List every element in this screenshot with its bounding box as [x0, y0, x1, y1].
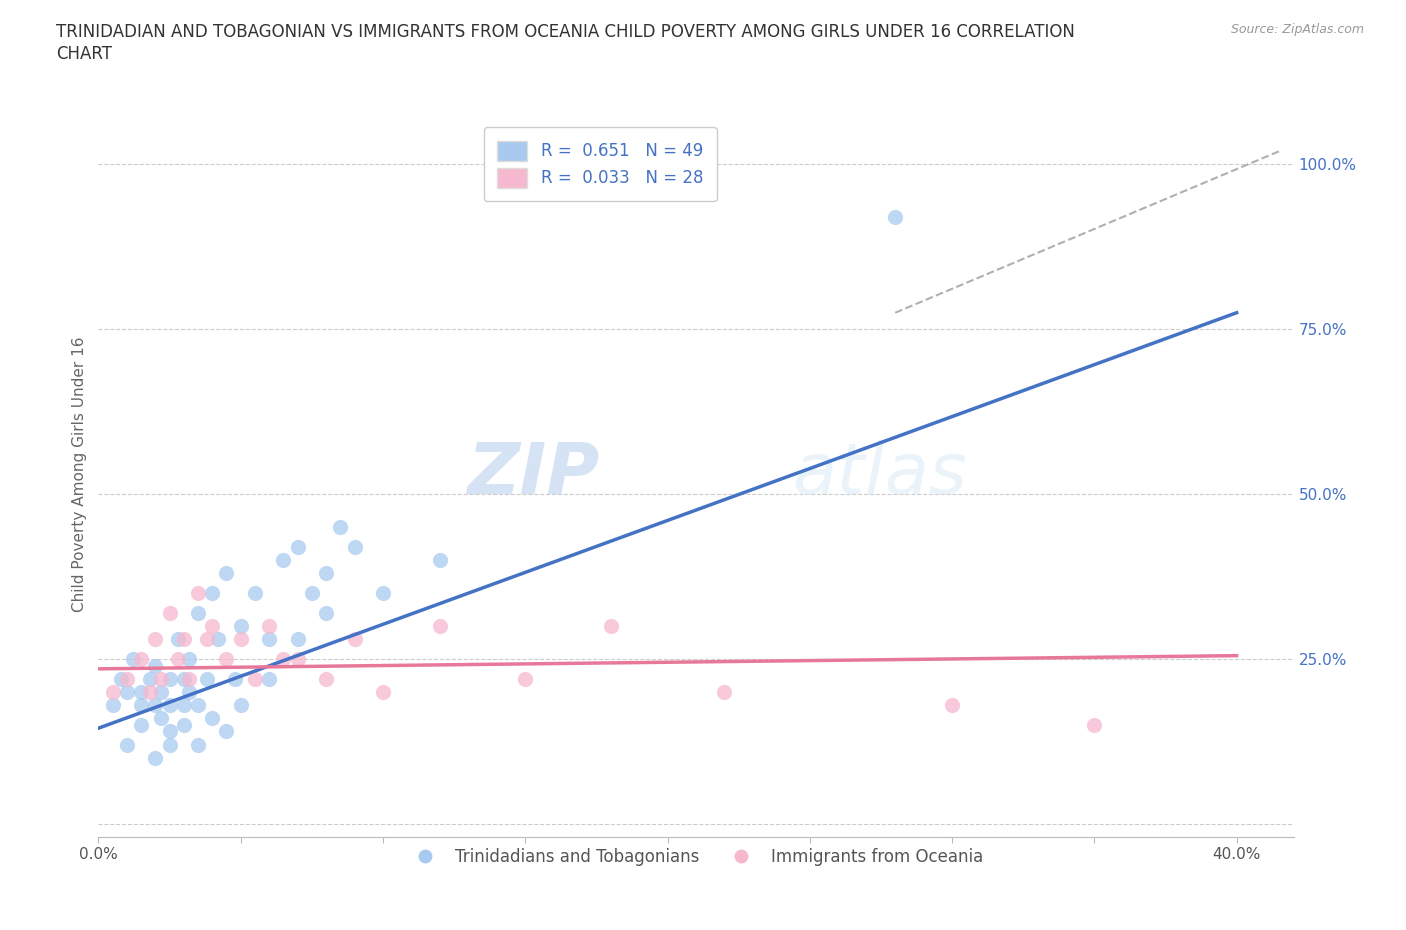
Point [243, 671, 266, 686]
Point [129, 698, 152, 712]
Text: TRINIDADIAN AND TOBAGONIAN VS IMMIGRANTS FROM OCEANIA CHILD POVERTY AMONG GIRLS : TRINIDADIAN AND TOBAGONIAN VS IMMIGRANTS… [56, 23, 1076, 41]
Point [150, 671, 173, 686]
Point [884, 209, 907, 224]
Point [167, 631, 190, 646]
Point [159, 698, 181, 712]
Point [159, 724, 181, 739]
Point [315, 671, 337, 686]
Point [101, 684, 124, 699]
Point [713, 684, 735, 699]
Point [243, 586, 266, 601]
Point [315, 605, 337, 620]
Point [195, 631, 218, 646]
Point [138, 684, 160, 699]
Point [207, 631, 229, 646]
Point [1083, 717, 1105, 732]
Point [429, 618, 451, 633]
Point [101, 698, 124, 712]
Point [429, 552, 451, 567]
Point [315, 565, 337, 580]
Point [179, 652, 201, 667]
Point [599, 618, 621, 633]
Text: atlas: atlas [792, 440, 966, 509]
Point [224, 671, 246, 686]
Point [129, 652, 152, 667]
Point [301, 586, 323, 601]
Point [187, 586, 209, 601]
Point [115, 684, 138, 699]
Point [229, 698, 252, 712]
Point [201, 586, 224, 601]
Text: CHART: CHART [56, 45, 112, 62]
Point [187, 605, 209, 620]
Point [215, 724, 238, 739]
Point [515, 671, 537, 686]
Point [159, 737, 181, 752]
Point [143, 631, 166, 646]
Point [179, 671, 201, 686]
Text: ZIP: ZIP [468, 440, 600, 509]
Point [173, 717, 195, 732]
Point [343, 539, 366, 554]
Point [215, 565, 238, 580]
Point [138, 671, 160, 686]
Point [129, 717, 152, 732]
Point [173, 671, 195, 686]
Point [143, 751, 166, 765]
Point [371, 684, 394, 699]
Point [257, 618, 280, 633]
Point [143, 698, 166, 712]
Point [941, 698, 963, 712]
Point [129, 684, 152, 699]
Point [273, 652, 295, 667]
Point [229, 618, 252, 633]
Point [343, 631, 366, 646]
Point [257, 631, 280, 646]
Point [173, 631, 195, 646]
Point [371, 586, 394, 601]
Point [201, 618, 224, 633]
Point [167, 652, 190, 667]
Point [159, 671, 181, 686]
Point [150, 684, 173, 699]
Point [287, 631, 309, 646]
Point [273, 552, 295, 567]
Point [115, 737, 138, 752]
Legend: Trinidadians and Tobagonians, Immigrants from Oceania: Trinidadians and Tobagonians, Immigrants… [402, 841, 990, 872]
Y-axis label: Child Poverty Among Girls Under 16: Child Poverty Among Girls Under 16 [72, 337, 87, 612]
Point [287, 539, 309, 554]
Point [329, 520, 352, 535]
Point [115, 671, 138, 686]
Point [215, 652, 238, 667]
Point [229, 631, 252, 646]
Text: Source: ZipAtlas.com: Source: ZipAtlas.com [1230, 23, 1364, 36]
Point [195, 671, 218, 686]
Point [201, 711, 224, 725]
Point [187, 737, 209, 752]
Point [173, 698, 195, 712]
Point [110, 671, 132, 686]
Point [150, 711, 173, 725]
Point [287, 652, 309, 667]
Point [257, 671, 280, 686]
Point [121, 652, 143, 667]
Point [159, 605, 181, 620]
Point [143, 658, 166, 673]
Point [179, 684, 201, 699]
Point [187, 698, 209, 712]
